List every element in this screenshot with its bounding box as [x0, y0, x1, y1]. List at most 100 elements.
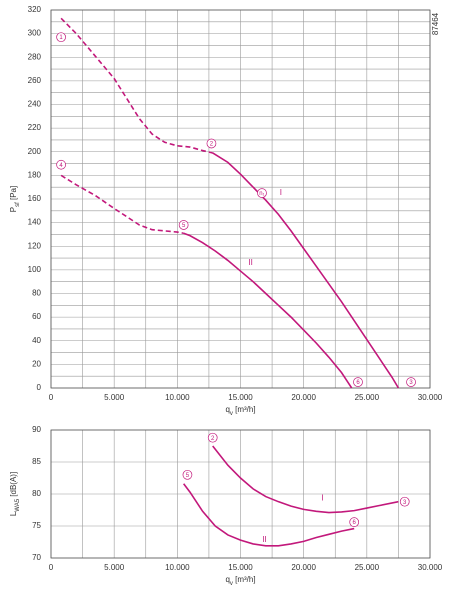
- plot: 0 5.000 10.000 15.000 20.000 25.000 30.000 70 75…: [9, 425, 443, 586]
- curve-label: I: [280, 188, 282, 197]
- x-tick-label: 10.000: [165, 563, 190, 572]
- label-part: [m³/h]: [233, 575, 256, 584]
- point-label: 1: [56, 32, 66, 43]
- x-axis-label: qv [m³/h]: [225, 575, 255, 586]
- curve: [183, 483, 355, 547]
- y-tick-label: 300: [28, 29, 42, 38]
- point-label: 3: [399, 496, 410, 507]
- point-marker: [353, 377, 363, 387]
- x-tick-label: 30.000: [418, 393, 443, 402]
- y-tick-label: 200: [28, 147, 42, 156]
- x-tick-label: 5.000: [104, 563, 125, 572]
- point-label: 4: [56, 159, 66, 170]
- y-tick-label: 20: [32, 359, 41, 368]
- y-tick-label: 220: [28, 123, 42, 132]
- x-tick-label: 30.000: [418, 563, 443, 572]
- point-marker: [56, 159, 66, 170]
- x-tick-label: 0: [49, 393, 54, 402]
- y-tick-label: 75: [32, 521, 41, 530]
- point-label: 2: [206, 138, 217, 149]
- curve: [212, 152, 400, 389]
- curve: [212, 445, 399, 514]
- x-tick-label: 25.000: [355, 563, 380, 572]
- label-part: q: [225, 575, 229, 584]
- x-tick-label: 10.000: [165, 393, 190, 402]
- curve-label: II: [262, 535, 266, 544]
- point-marker: [207, 432, 218, 443]
- label-part: WA5: [15, 498, 21, 511]
- y-tick-label: 160: [28, 194, 42, 203]
- curve: [60, 17, 213, 154]
- point-number: 3: [403, 500, 407, 506]
- label-part: v: [230, 411, 233, 417]
- y-tick-label: 70: [32, 553, 41, 562]
- drawing-number: 87464: [431, 12, 440, 35]
- x-tick-label: 5.000: [104, 393, 125, 402]
- y-tick-label: 120: [28, 241, 42, 250]
- point-marker: [349, 517, 360, 528]
- x-tick-label: 0: [49, 563, 54, 572]
- label-part: [Pa]: [9, 186, 18, 202]
- plot-frame: [50, 429, 431, 559]
- point-number: 5: [186, 473, 190, 479]
- curve: [183, 232, 353, 389]
- y-tick-label: 80: [32, 289, 41, 298]
- point-marker: [399, 496, 410, 507]
- y-tick-label: 60: [32, 312, 41, 321]
- point-marker: [257, 188, 267, 198]
- y-tick-label: 80: [32, 489, 41, 498]
- point-label: 2: [207, 432, 218, 443]
- curve-label: II: [248, 258, 252, 267]
- label-part: v: [230, 581, 233, 587]
- point-number: 6: [356, 380, 360, 386]
- point-label: 6: [353, 377, 363, 387]
- point-marker: [406, 377, 416, 387]
- point-label: 5: [182, 469, 193, 480]
- y-tick-label: 260: [28, 76, 42, 85]
- y-tick-label: 85: [32, 457, 41, 466]
- point-marker: [182, 469, 193, 480]
- x-tick-label: 20.000: [291, 393, 316, 402]
- point-label: n₁: [257, 188, 267, 198]
- point-number: 4: [59, 163, 63, 169]
- y-tick-label: 140: [28, 218, 42, 227]
- x-tick-label: 15.000: [228, 563, 253, 572]
- point-number: n₁: [259, 191, 264, 197]
- label-part: [m³/h]: [233, 405, 256, 414]
- point-number: 1: [59, 35, 63, 41]
- y-tick-label: 280: [28, 52, 42, 61]
- point-number: 5: [182, 223, 186, 229]
- y-tick-label: 90: [32, 425, 41, 434]
- label-part: [dB(A)]: [9, 472, 18, 499]
- point-label: 6: [349, 517, 360, 528]
- point-number: 3: [409, 380, 413, 386]
- label-part: q: [225, 405, 229, 414]
- label-part: L: [9, 511, 18, 516]
- label-part: P: [9, 207, 18, 212]
- y-tick-label: 180: [28, 170, 42, 179]
- plot-frame: [50, 9, 431, 389]
- y-tick-label: 240: [28, 100, 42, 109]
- x-tick-label: 25.000: [355, 393, 380, 402]
- point-number: 6: [353, 520, 357, 526]
- y-axis-label: LWA5 [dB(A)]: [9, 472, 20, 516]
- point-marker: [178, 220, 189, 230]
- label-part: sf: [15, 202, 21, 207]
- y-tick-label: 320: [28, 5, 42, 14]
- y-tick-label: 0: [37, 383, 42, 392]
- point-marker: [56, 32, 66, 43]
- y-axis-label: Psf [Pa]: [9, 186, 20, 212]
- point-marker: [206, 138, 217, 149]
- point-label: 3: [406, 377, 416, 387]
- y-tick-label: 100: [28, 265, 42, 274]
- x-tick-label: 15.000: [228, 393, 253, 402]
- point-label: 5: [178, 220, 189, 230]
- x-tick-label: 20.000: [291, 563, 316, 572]
- curve-label: I: [321, 494, 323, 503]
- y-tick-label: 40: [32, 336, 41, 345]
- point-number: 2: [210, 142, 214, 148]
- point-number: 2: [211, 436, 215, 442]
- x-axis-label: qv [m³/h]: [225, 405, 255, 416]
- plot: 0 5.000 10.000 15.000 20.000 25.000 30.000 0 20 4…: [9, 5, 443, 416]
